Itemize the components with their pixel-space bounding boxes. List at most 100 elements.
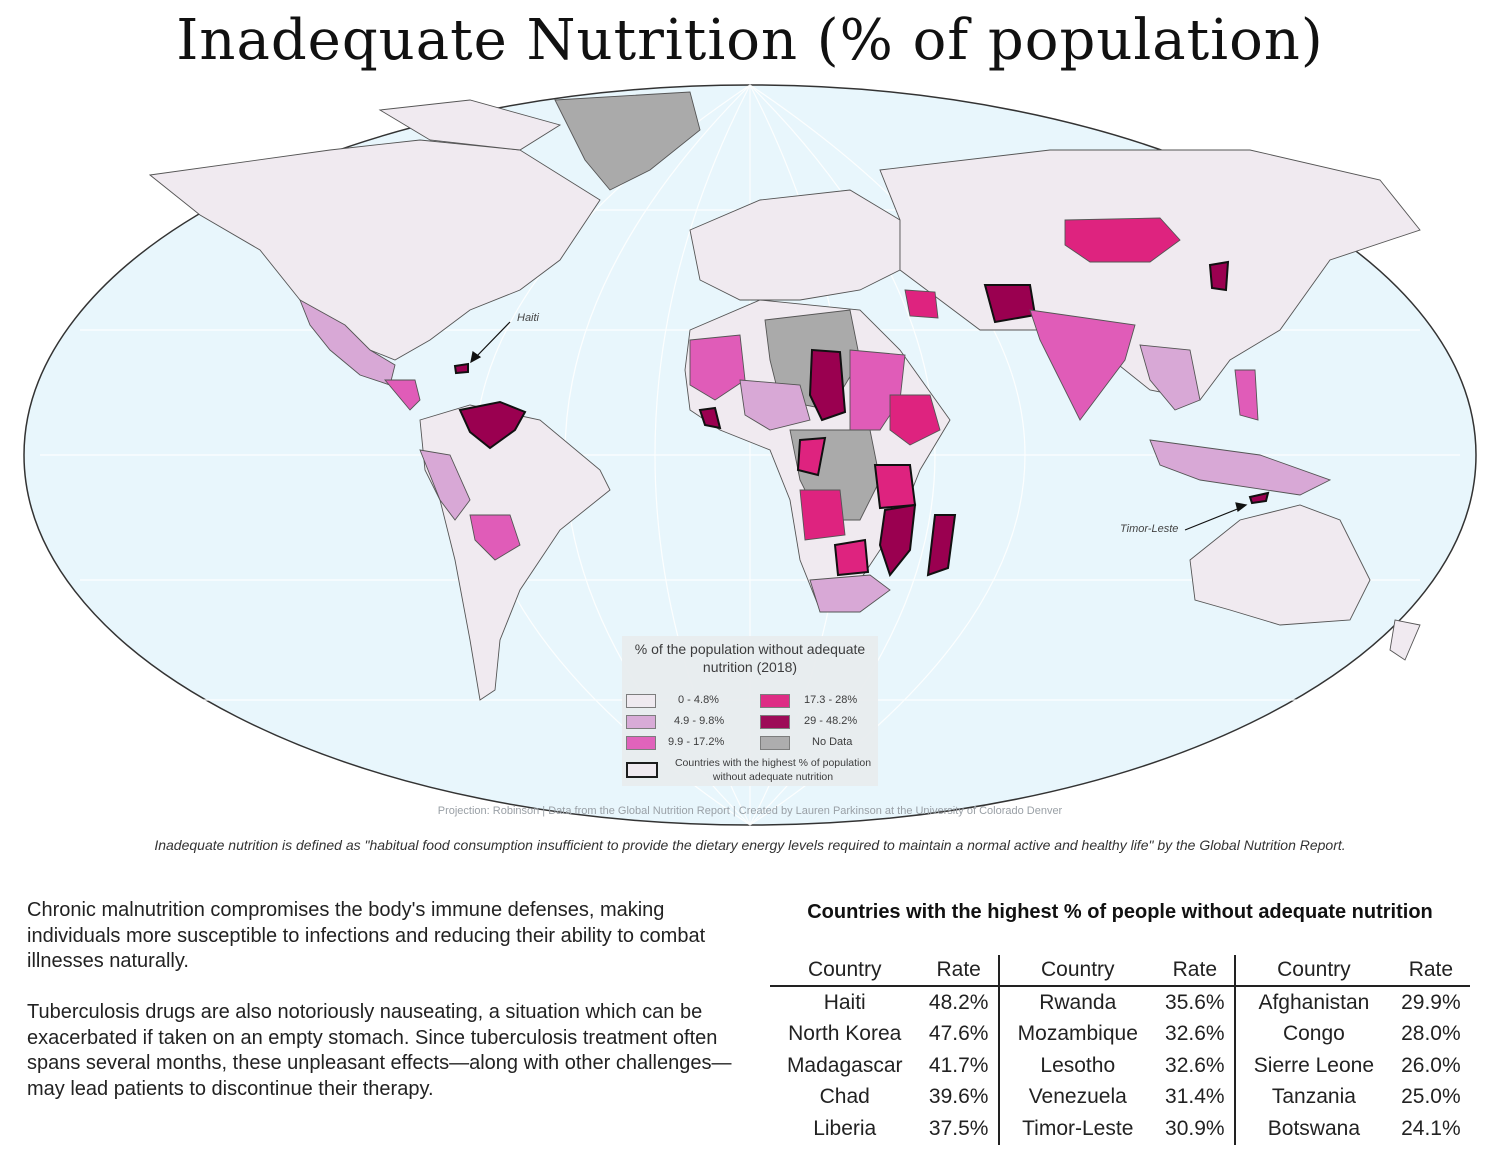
rate-cell: 48.2% bbox=[928, 990, 989, 1014]
legend-swatch-5 bbox=[760, 736, 790, 750]
central-america bbox=[384, 379, 421, 411]
haiti bbox=[453, 362, 469, 375]
country-cell: Venezuela bbox=[997, 1081, 1156, 1113]
country-cell: Afghanistan bbox=[1234, 986, 1392, 1019]
rate-cell: 31.4% bbox=[1165, 1085, 1225, 1109]
country-cell: Congo bbox=[1234, 1018, 1392, 1050]
header-country-2: Country bbox=[997, 955, 1156, 987]
table-header-row: Country Rate Country Rate Country Rate bbox=[770, 955, 1470, 987]
country-cell: Rwanda bbox=[997, 986, 1156, 1019]
afghanistan bbox=[983, 284, 1037, 324]
legend-swatch-1 bbox=[626, 715, 656, 729]
legend-label-0: 0 - 4.8% bbox=[678, 694, 719, 706]
rate-cell: 26.0% bbox=[1401, 1053, 1461, 1077]
header-rate-1: Rate bbox=[919, 955, 999, 987]
map-credit: Projection: Robinson | Data from the Glo… bbox=[437, 805, 1063, 817]
table-row: Madagascar 41.7% Lesotho 32.6% Sierre Le… bbox=[770, 1050, 1470, 1082]
legend-label-3: 17.3 - 28% bbox=[804, 694, 858, 706]
paragraph-tuberculosis: Tuberculosis drugs are also notoriously … bbox=[27, 1001, 732, 1100]
north-america bbox=[148, 139, 601, 361]
south-asia bbox=[1029, 309, 1136, 421]
legend-title: % of the population without adequate nut… bbox=[634, 641, 866, 675]
mongolia bbox=[1064, 217, 1181, 263]
legend-swatch-0 bbox=[626, 694, 656, 708]
country-cell: Tanzania bbox=[1234, 1081, 1392, 1113]
south-africa bbox=[809, 574, 891, 613]
country-cell: Sierre Leone bbox=[1234, 1050, 1392, 1082]
rate-cell: 25.0% bbox=[1401, 1085, 1461, 1109]
country-cell: Chad bbox=[819, 1085, 870, 1109]
country-cell: Botswana bbox=[1234, 1113, 1392, 1145]
legend-label-5: No Data bbox=[812, 736, 853, 748]
rate-cell: 37.5% bbox=[928, 1116, 989, 1140]
country-cell: Lesotho bbox=[997, 1050, 1156, 1082]
congo bbox=[796, 436, 827, 477]
country-cell: North Korea bbox=[788, 1022, 902, 1046]
peru-ecuador bbox=[419, 449, 471, 521]
country-cell: Madagascar bbox=[786, 1053, 903, 1077]
rate-cell: 47.6% bbox=[928, 1022, 989, 1046]
page-title: Inadequate Nutrition (% of population) bbox=[176, 8, 1324, 73]
southeast-asia bbox=[1139, 344, 1201, 411]
timor-leste bbox=[1248, 491, 1270, 505]
chad bbox=[808, 348, 847, 422]
sierra-leone-liberia bbox=[698, 406, 722, 430]
rate-cell: 35.6% bbox=[1165, 990, 1225, 1014]
venezuela bbox=[458, 400, 527, 450]
haiti-annotation: Haiti bbox=[517, 312, 540, 324]
madagascar bbox=[926, 514, 957, 577]
botswana bbox=[833, 538, 870, 577]
west-africa bbox=[689, 334, 746, 401]
table-title: Countries with the highest % of people w… bbox=[807, 901, 1433, 923]
rate-cell: 32.6% bbox=[1165, 1053, 1225, 1077]
mozambique bbox=[878, 503, 917, 578]
legend-label-2: 9.9 - 17.2% bbox=[668, 736, 725, 748]
ethiopia bbox=[889, 394, 941, 446]
paragraph-immune: Chronic malnutrition compromises the bod… bbox=[27, 899, 706, 972]
bolivia bbox=[469, 514, 521, 561]
canada-islands bbox=[378, 99, 562, 151]
legend-label-1: 4.9 - 9.8% bbox=[674, 715, 725, 727]
table-row: Chad 39.6% Venezuela 31.4% Tanzania 25.0… bbox=[770, 1081, 1470, 1113]
rate-cell: 24.1% bbox=[1401, 1116, 1461, 1140]
country-cell: Timor-Leste bbox=[997, 1113, 1156, 1145]
table-row: Liberia 37.5% Timor-Leste 30.9% Botswana… bbox=[770, 1113, 1470, 1145]
rate-cell: 28.0% bbox=[1401, 1022, 1461, 1046]
table-row: North Korea 47.6% Mozambique 32.6% Congo… bbox=[770, 1018, 1470, 1050]
australia bbox=[1189, 504, 1371, 626]
country-cell: Mozambique bbox=[997, 1018, 1156, 1050]
nutrition-definition: Inadequate nutrition is defined as "habi… bbox=[154, 837, 1346, 853]
map-legend: % of the population without adequate nut… bbox=[622, 636, 878, 786]
header-rate-3: Rate bbox=[1391, 955, 1470, 987]
philippines bbox=[1234, 369, 1259, 421]
rate-cell: 30.9% bbox=[1165, 1116, 1225, 1140]
legend-swatch-2 bbox=[626, 736, 656, 750]
rate-cell: 41.7% bbox=[928, 1053, 989, 1077]
legend-label-4: 29 - 48.2% bbox=[804, 715, 858, 727]
tanzania bbox=[873, 464, 917, 510]
table-row: Haiti 48.2% Rwanda 35.6% Afghanistan 29.… bbox=[770, 986, 1470, 1019]
country-cell: Haiti bbox=[823, 990, 866, 1014]
legend-swatch-4 bbox=[760, 715, 790, 729]
west-africa-2 bbox=[739, 379, 811, 431]
north-korea bbox=[1208, 260, 1230, 292]
timor-leste-annotation: Timor-Leste bbox=[1120, 523, 1179, 535]
greenland bbox=[554, 91, 701, 191]
header-country-1: Country bbox=[770, 955, 920, 987]
rate-cell: 32.6% bbox=[1165, 1022, 1225, 1046]
legend-outline-label: Countries with the highest % of populati… bbox=[674, 757, 872, 783]
country-cell: Liberia bbox=[813, 1116, 877, 1140]
world-map bbox=[23, 84, 1477, 826]
south-america bbox=[419, 404, 611, 701]
iraq bbox=[904, 289, 939, 319]
annotation-arrows bbox=[470, 321, 1248, 531]
europe bbox=[689, 189, 901, 301]
legend-swatch-3 bbox=[760, 694, 790, 708]
legend-outline-swatch bbox=[626, 762, 658, 778]
header-country-3: Country bbox=[1234, 955, 1392, 987]
new-zealand bbox=[1389, 619, 1421, 661]
angola bbox=[799, 489, 846, 541]
header-rate-2: Rate bbox=[1155, 955, 1236, 987]
rates-table: Country Rate Country Rate Country Rate H… bbox=[770, 955, 1470, 1145]
rate-cell: 29.9% bbox=[1401, 990, 1461, 1014]
